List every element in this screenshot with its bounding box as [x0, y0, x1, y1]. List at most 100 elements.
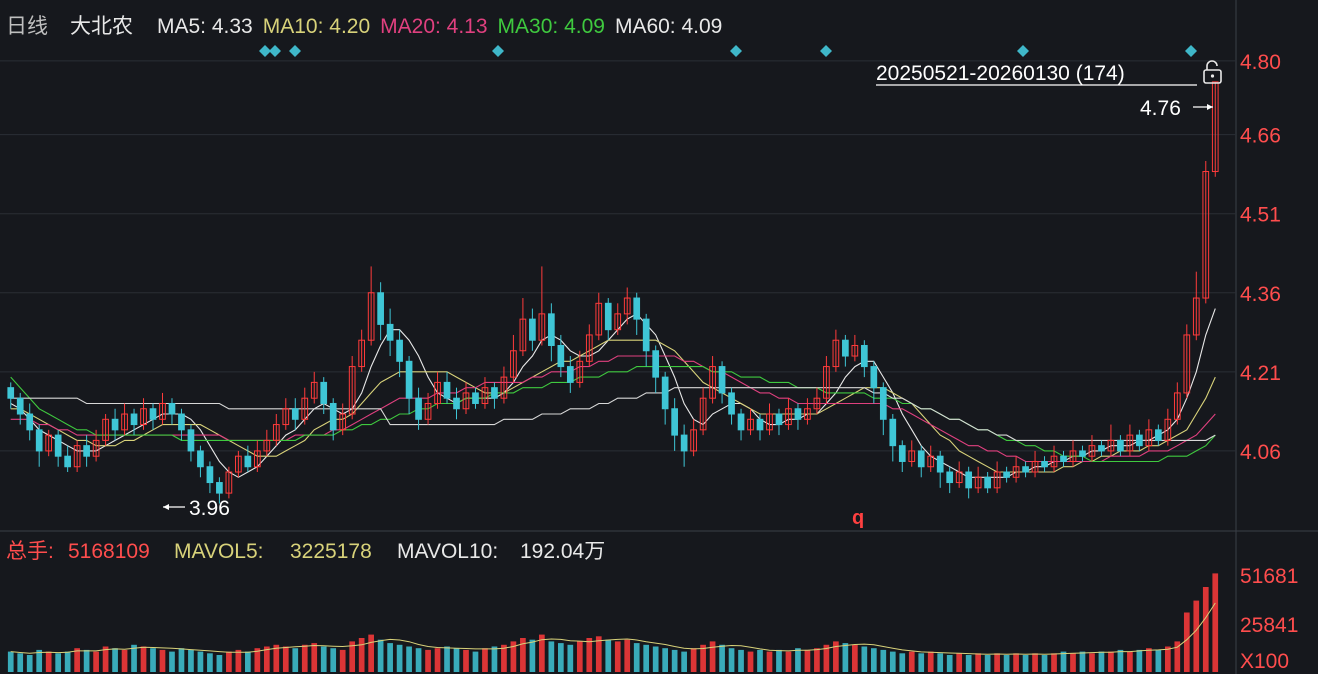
candle-up — [339, 413, 347, 431]
price-tick-label: 4.51 — [1240, 204, 1281, 227]
volume-bar — [482, 648, 488, 672]
volume-bar — [709, 641, 716, 672]
volume-bar — [1174, 641, 1181, 672]
volume-bar — [1193, 600, 1200, 672]
volume-bar — [614, 641, 621, 672]
volume-bar — [870, 648, 877, 672]
volume-bar — [396, 644, 403, 672]
volume-bar — [681, 651, 687, 672]
lock-icon[interactable] — [1203, 60, 1222, 84]
volume-bar — [766, 651, 773, 672]
candle-down — [168, 402, 176, 415]
candle-down — [206, 466, 214, 484]
candle-down — [898, 445, 906, 462]
candle-up — [709, 366, 716, 399]
candle-down — [671, 408, 678, 436]
event-markers[interactable] — [259, 45, 1197, 57]
event-marker-q[interactable]: q — [852, 507, 864, 529]
candle-up — [434, 381, 441, 404]
event-diamond-icon[interactable] — [259, 45, 271, 57]
candle-down — [984, 476, 991, 489]
event-diamond-icon[interactable] — [730, 45, 742, 57]
stock-name[interactable]: 大北农 — [70, 15, 133, 38]
ma-line-ma60 — [10, 387, 1216, 441]
candle-up — [102, 418, 109, 441]
volume-bar — [425, 649, 431, 672]
candle-down — [1060, 455, 1067, 462]
volume-bar — [216, 655, 223, 672]
candle-up — [1192, 297, 1200, 336]
event-diamond-icon[interactable] — [1185, 45, 1197, 57]
volume-bar — [529, 639, 536, 672]
candle-up — [1202, 171, 1210, 299]
volume-bar — [1108, 651, 1114, 672]
volume-bar — [197, 651, 204, 672]
volume-bar — [188, 649, 194, 672]
range-label[interactable]: 20250521-20260130 (174) — [876, 62, 1125, 85]
candle-down — [149, 408, 157, 420]
volume-bar — [368, 634, 374, 672]
event-diamond-icon[interactable] — [1017, 45, 1029, 57]
volume-bar — [150, 648, 156, 672]
volume-bar — [728, 648, 735, 672]
candle-up — [367, 292, 375, 341]
candle-down — [178, 413, 185, 431]
event-diamond-icon[interactable] — [269, 45, 281, 57]
volume-bar — [1079, 651, 1086, 672]
volume-bar — [444, 646, 450, 672]
candle-up — [1088, 445, 1096, 457]
volume-bar — [984, 655, 991, 672]
volume-bar — [121, 649, 128, 672]
volume-bar — [1146, 648, 1152, 672]
volume-bar — [377, 639, 384, 672]
candle-down — [54, 434, 62, 457]
event-diamond-icon[interactable] — [492, 45, 504, 57]
volume-bar — [1098, 651, 1105, 672]
candle-up — [1050, 455, 1058, 468]
volume-bar — [311, 643, 318, 672]
min-arrow-head — [163, 504, 169, 510]
ma-line-ma20 — [10, 355, 1216, 463]
volume-bar — [415, 648, 422, 672]
candle-down — [130, 413, 138, 426]
volume-bar — [975, 653, 981, 672]
volume-bar — [140, 646, 147, 672]
volume-bar — [1202, 587, 1209, 672]
volume-bar — [833, 641, 839, 672]
volume-bar — [1117, 649, 1124, 672]
candle-up — [690, 429, 697, 452]
volume-bar — [112, 648, 118, 672]
volume-bar — [1155, 649, 1162, 672]
ma-legend-ma5: MA5: 4.33 — [157, 15, 253, 38]
volume-bar — [282, 646, 289, 672]
volume-bar — [226, 651, 232, 672]
volume-bar — [605, 639, 612, 672]
candle-down — [642, 318, 650, 352]
ma-legend: MA5: 4.33 MA10: 4.20 MA20: 4.13 MA30: 4.09 M… — [157, 15, 722, 38]
candle-down — [83, 445, 90, 457]
volume-bar — [491, 646, 498, 672]
volume-bar — [918, 653, 925, 672]
candle-up — [500, 376, 508, 399]
volume-bar — [520, 638, 526, 672]
candle-up — [1012, 466, 1020, 478]
volume-bar — [889, 651, 896, 672]
volume-bar — [946, 655, 953, 672]
candle-up — [1183, 334, 1191, 394]
candlesticks — [7, 81, 1219, 504]
candle-up — [140, 408, 147, 426]
event-diamond-icon[interactable] — [820, 45, 832, 57]
candle-up — [73, 445, 81, 468]
volume-bar — [64, 651, 71, 672]
candle-down — [64, 455, 71, 468]
volume-axis: 51681 25841 X100 — [1240, 565, 1298, 673]
price-tick-label: 4.80 — [1240, 51, 1281, 74]
candle-up — [623, 297, 631, 315]
volume-bar — [994, 653, 1000, 672]
volume-bar — [510, 641, 517, 672]
volume-bar — [453, 648, 460, 672]
period-label[interactable]: 日线 — [6, 15, 48, 38]
candle-down — [917, 450, 925, 468]
volume-bar — [852, 644, 858, 672]
event-diamond-icon[interactable] — [289, 45, 301, 57]
